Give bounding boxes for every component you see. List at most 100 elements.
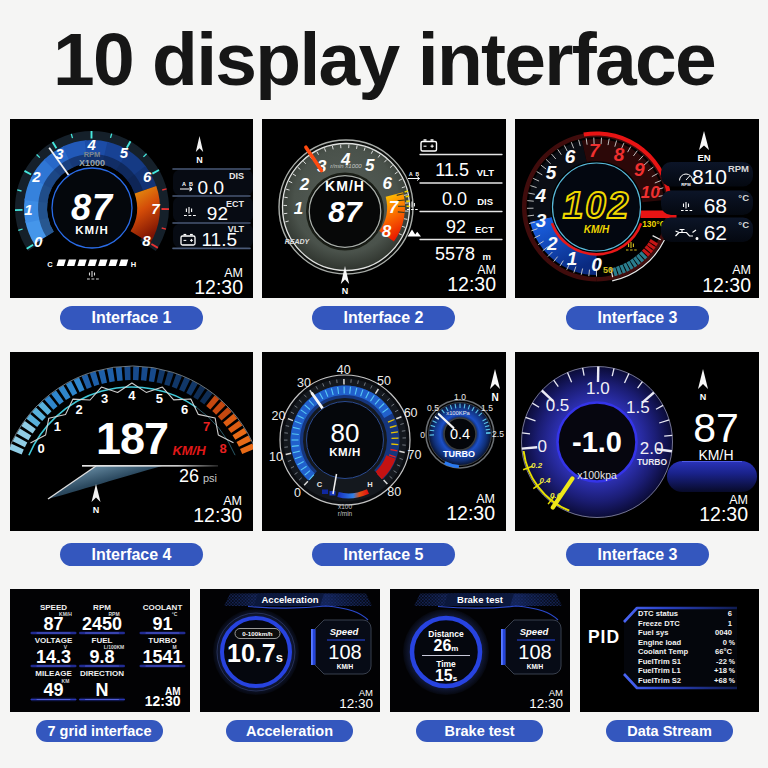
svg-text:1.5: 1.5	[481, 403, 493, 413]
svg-text:70: 70	[408, 448, 422, 462]
svg-text:66°C: 66°C	[715, 647, 732, 656]
svg-text:N: N	[342, 286, 349, 296]
svg-text:0.5: 0.5	[427, 403, 439, 413]
svg-text:2.0: 2.0	[640, 439, 664, 458]
svg-text:92: 92	[446, 217, 466, 237]
svg-text:FuelTrim L1: FuelTrim L1	[638, 666, 681, 675]
svg-text:C: C	[317, 480, 323, 489]
svg-text:10: 10	[641, 183, 660, 202]
svg-text:Speed: Speed	[520, 626, 549, 637]
svg-text:N: N	[700, 392, 707, 402]
svg-text:TURBO: TURBO	[443, 449, 475, 459]
svg-text:11.5: 11.5	[435, 160, 469, 180]
svg-text:A: A	[409, 171, 413, 177]
svg-text:KM/H: KM/H	[172, 443, 206, 458]
svg-text:%: %	[729, 667, 736, 674]
svg-text:r/min x1000: r/min x1000	[330, 163, 362, 169]
svg-text:KM/H: KM/H	[329, 446, 360, 458]
svg-text:12:30: 12:30	[529, 696, 563, 711]
svg-text:0: 0	[537, 437, 546, 456]
svg-text:psi: psi	[203, 472, 217, 484]
svg-text:-22: -22	[716, 657, 727, 666]
svg-text:9.8: 9.8	[89, 647, 114, 667]
svg-text:3: 3	[55, 145, 64, 162]
svg-text:TURBO: TURBO	[637, 457, 668, 467]
svg-text:Freeze DTC: Freeze DTC	[638, 619, 680, 628]
svg-text:0: 0	[723, 638, 727, 647]
svg-text:0.2: 0.2	[531, 461, 543, 470]
svg-text:87: 87	[43, 614, 63, 634]
svg-text:102: 102	[563, 185, 631, 226]
svg-text:°C: °C	[172, 611, 178, 617]
svg-text:91: 91	[152, 614, 172, 634]
svg-text:0: 0	[420, 430, 425, 440]
svg-text:C: C	[47, 260, 53, 269]
svg-text:KM/H: KM/H	[337, 663, 354, 670]
svg-text:87: 87	[71, 187, 114, 228]
svg-text:DIS: DIS	[229, 171, 244, 181]
svg-text:8: 8	[614, 144, 625, 165]
svg-text:°C: °C	[738, 192, 749, 203]
svg-text:80: 80	[387, 485, 401, 499]
svg-text:FuelTrim S1: FuelTrim S1	[638, 657, 682, 666]
svg-text:°C: °C	[738, 219, 749, 230]
svg-text:60: 60	[404, 406, 418, 420]
svg-text:12:30: 12:30	[702, 274, 751, 296]
svg-text:1.0: 1.0	[454, 392, 466, 402]
svg-text:7: 7	[589, 140, 601, 161]
svg-text:1.5: 1.5	[626, 398, 650, 417]
svg-text:2450: 2450	[82, 614, 122, 634]
svg-text:12:30: 12:30	[145, 693, 181, 709]
svg-text:12:30: 12:30	[699, 503, 748, 525]
svg-text:Fuel sys: Fuel sys	[638, 628, 668, 637]
svg-text:N: N	[96, 680, 109, 700]
svg-text:0.0: 0.0	[442, 189, 467, 209]
svg-text:H: H	[131, 260, 136, 269]
svg-text:3: 3	[101, 391, 108, 406]
svg-text:810: 810	[692, 165, 727, 188]
svg-text:62: 62	[704, 221, 727, 244]
svg-text:Brake test: Brake test	[457, 594, 504, 605]
svg-text:r/min: r/min	[338, 510, 353, 517]
svg-text:PID: PID	[588, 627, 620, 647]
svg-text:+18: +18	[714, 666, 727, 675]
svg-text:X1000: X1000	[79, 158, 105, 168]
svg-text:0.5: 0.5	[546, 396, 570, 415]
svg-text:8: 8	[382, 222, 392, 241]
svg-text:KM/H: KM/H	[584, 224, 610, 235]
svg-text:8: 8	[219, 441, 226, 456]
svg-text:0.0: 0.0	[198, 177, 224, 198]
svg-text:DIRECTION: DIRECTION	[80, 669, 124, 678]
svg-text:ECT: ECT	[226, 199, 245, 209]
svg-text:-1.0: -1.0	[572, 426, 622, 458]
svg-text:RPM: RPM	[728, 163, 749, 174]
svg-text:7: 7	[203, 419, 210, 434]
svg-text:1: 1	[54, 419, 61, 434]
svg-text:1: 1	[567, 248, 578, 269]
svg-text:VOLTAGE: VOLTAGE	[35, 636, 73, 645]
svg-text:87: 87	[328, 195, 363, 228]
svg-text:x100kpa: x100kpa	[577, 469, 617, 481]
svg-text:N: N	[196, 155, 203, 165]
svg-text:1: 1	[24, 201, 32, 218]
svg-text:26: 26	[179, 466, 199, 486]
svg-text:12:30: 12:30	[446, 502, 495, 524]
svg-text:RPM: RPM	[681, 182, 691, 187]
svg-text:187: 187	[96, 413, 168, 464]
svg-text:0-100km/h: 0-100km/h	[242, 630, 272, 637]
svg-text:6: 6	[383, 174, 393, 193]
svg-text:6: 6	[728, 609, 732, 618]
svg-text:ECT: ECT	[475, 224, 494, 235]
svg-text:Engine load: Engine load	[638, 638, 681, 647]
svg-text:20: 20	[272, 409, 286, 423]
svg-text:B: B	[189, 181, 193, 187]
svg-text:7: 7	[389, 198, 400, 217]
svg-text:Acceleration: Acceleration	[261, 594, 318, 605]
svg-text:11.5: 11.5	[201, 229, 237, 250]
svg-text:0040: 0040	[715, 628, 732, 637]
svg-text:12:30: 12:30	[194, 276, 243, 298]
svg-text:50: 50	[603, 265, 613, 275]
svg-text:EN: EN	[697, 152, 710, 163]
svg-text:8: 8	[142, 232, 151, 249]
svg-text:A: A	[182, 181, 186, 187]
